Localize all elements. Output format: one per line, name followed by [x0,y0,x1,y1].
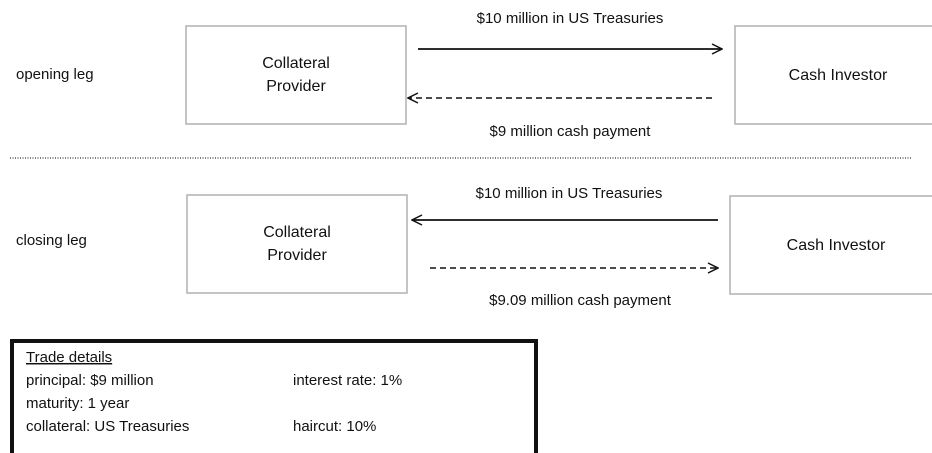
leg-label: closing leg [16,232,87,249]
investor-label: Cash Investor [787,237,886,254]
arrow-label: $9 million cash payment [490,123,652,140]
arrow-label: $10 million in US Treasuries [476,185,663,202]
detail: haircut: 10% [293,418,376,435]
details-title: Trade details [26,349,112,366]
investor-box [729,195,932,295]
provider-label: Collateral [263,224,331,241]
leg-label: opening leg [16,66,94,83]
detail: collateral: US Treasuries [26,418,189,435]
detail: maturity: 1 year [26,395,129,412]
investor-box [734,25,932,125]
detail: interest rate: 1% [293,372,402,389]
provider-box [186,194,408,294]
provider-label: Provider [266,78,326,95]
details-box [10,339,538,453]
provider-label: Provider [267,247,327,264]
provider-box [185,25,407,125]
detail: principal: $9 million [26,372,154,389]
investor-label: Cash Investor [789,67,888,84]
arrow-label: $9.09 million cash payment [489,292,672,309]
arrow-label: $10 million in US Treasuries [477,10,664,27]
provider-label: Collateral [262,55,330,72]
